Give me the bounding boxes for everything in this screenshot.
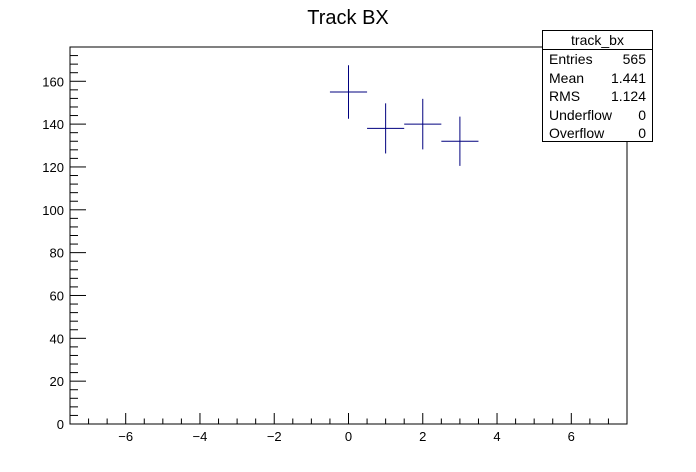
stats-row-rms: RMS 1.124: [543, 87, 652, 106]
y-tick-label: 160: [42, 74, 64, 89]
stats-value: 1.441: [610, 69, 646, 86]
stats-row-overflow: Overflow 0: [543, 124, 652, 143]
y-tick-label: 140: [42, 117, 64, 132]
stats-label: RMS: [549, 88, 581, 105]
stats-value: 1.124: [610, 88, 646, 105]
stats-value: 0: [638, 125, 646, 142]
x-tick-label: −6: [118, 429, 133, 444]
x-tick-label: 6: [568, 429, 575, 444]
stats-row-entries: Entries 565: [543, 50, 652, 69]
stats-row-underflow: Underflow 0: [543, 106, 652, 125]
stats-row-mean: Mean 1.441: [543, 69, 652, 88]
stats-title: track_bx: [543, 31, 652, 50]
data-point: [367, 103, 405, 154]
x-tick-label: −2: [267, 429, 282, 444]
data-point: [329, 65, 368, 119]
stats-box: track_bx Entries 565 Mean 1.441 RMS 1.12…: [542, 30, 653, 142]
stats-value: 0: [638, 106, 646, 123]
data-series: [329, 65, 479, 166]
y-tick-label: 100: [42, 203, 64, 218]
chart-title: Track BX: [307, 7, 389, 29]
y-tick-label: 80: [50, 246, 64, 261]
y-tick-label: 120: [42, 160, 64, 175]
data-point: [404, 98, 442, 150]
x-tick-label: 0: [345, 429, 352, 444]
x-tick-label: 2: [419, 429, 426, 444]
stats-label: Mean: [549, 69, 585, 86]
stats-label: Overflow: [549, 125, 605, 142]
y-tick-label: 0: [57, 417, 64, 432]
y-tick-label: 60: [50, 288, 64, 303]
stats-label: Underflow: [549, 106, 613, 123]
stats-value: 565: [622, 51, 646, 67]
y-tick-label: 40: [50, 331, 64, 346]
x-tick-label: −4: [193, 429, 208, 444]
x-tick-label: 4: [493, 429, 500, 444]
data-point: [441, 116, 479, 166]
y-tick-label: 20: [50, 374, 64, 389]
stats-label: Entries: [549, 51, 593, 67]
